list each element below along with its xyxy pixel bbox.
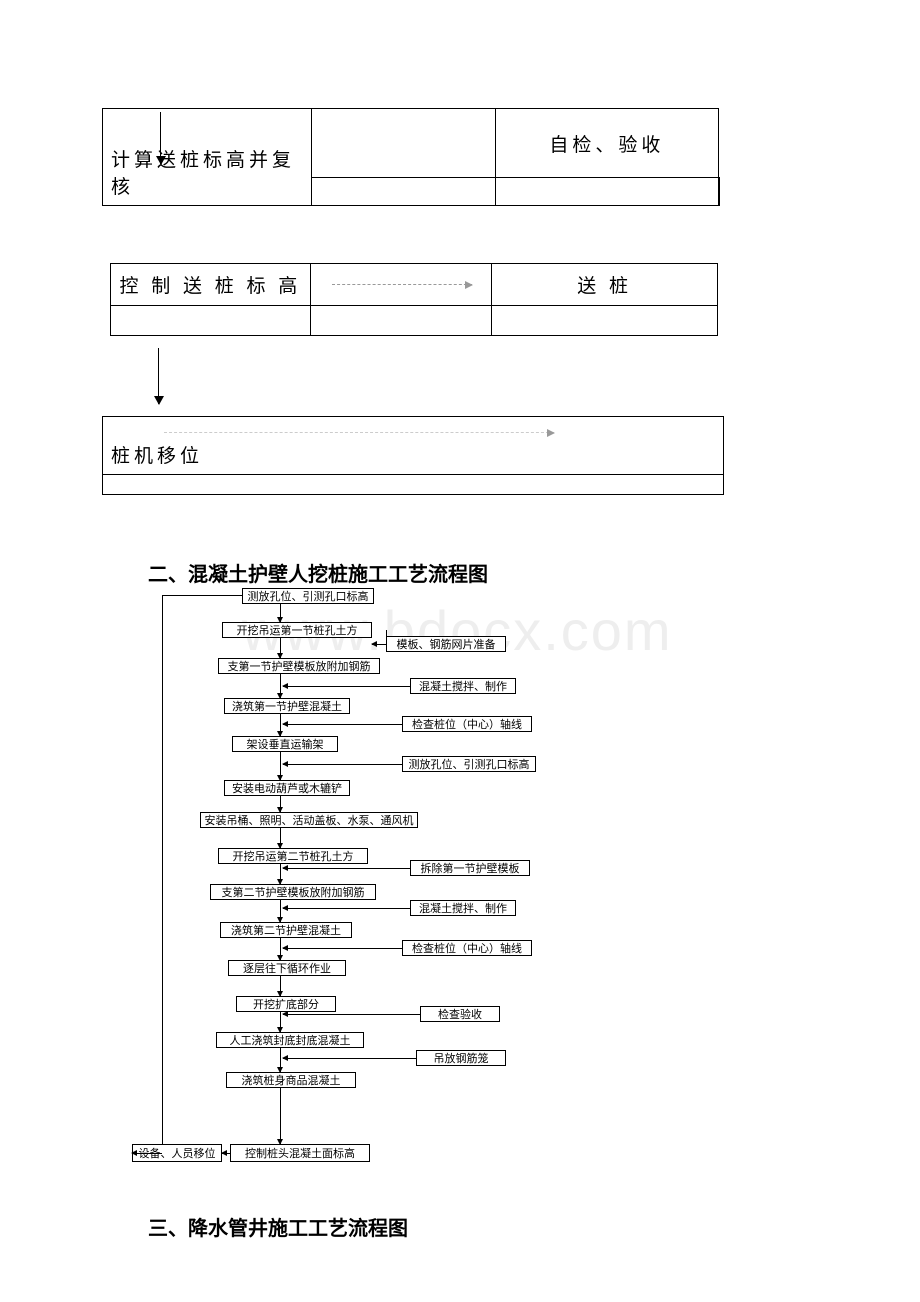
fs-a7: [283, 1014, 420, 1015]
fs-out-h: [132, 1153, 162, 1154]
table3-cell-move: 桩机移位: [111, 446, 203, 467]
table1-cell-check: 自检、验收: [549, 135, 664, 156]
table2-r2c3: [492, 306, 718, 336]
flow-main-7: 开挖吊运第二节桩孔土方: [218, 848, 368, 864]
fa-m11: [280, 1012, 281, 1032]
table1-cell-calc: 计算送桩标高并复核: [111, 150, 295, 198]
flow-left-top: [162, 595, 242, 596]
heading-3: 三、降水管井施工工艺流程图: [148, 1212, 408, 1241]
fa-m0: [280, 604, 281, 622]
flow-side-0: 模板、钢筋网片准备: [386, 636, 506, 652]
flow-main-14: 控制桩头混凝土面标高: [230, 1144, 370, 1162]
h-arrow-1: [332, 284, 472, 285]
flow-side-1: 混凝土搅拌、制作: [410, 678, 516, 694]
flow-main-4: 架设垂直运输架: [232, 736, 338, 752]
flow-main-12: 人工浇筑封底封底混凝土: [216, 1032, 364, 1048]
fs-a0: [372, 644, 386, 645]
flow-main-1: 开挖吊运第一节桩孔土方: [222, 622, 372, 638]
table-3: 桩机移位: [102, 416, 724, 495]
flow-main-11: 开挖扩底部分: [236, 996, 336, 1012]
flow-main-9: 浇筑第二节护壁混凝土: [220, 922, 352, 938]
flow-main-2: 支第一节护壁模板放附加钢筋: [218, 658, 380, 674]
flow-main-0: 测放孔位、引测孔口标高: [242, 588, 374, 604]
flow-side-5: 混凝土搅拌、制作: [410, 900, 516, 916]
fa-m12: [280, 1048, 281, 1072]
flowchart: 测放孔位、引测孔口标高 开挖吊运第一节桩孔土方 支第一节护壁模板放附加钢筋 浇筑…: [150, 588, 770, 1168]
flow-main-6: 安装吊桶、照明、活动盖板、水泵、通风机: [200, 812, 418, 828]
heading-2: 二、混凝土护壁人挖桩施工工艺流程图: [148, 558, 488, 587]
flow-side-4: 拆除第一节护壁模板: [410, 860, 530, 876]
fs-v0: [386, 630, 387, 636]
arrow-down-2: [158, 348, 159, 404]
fs-a4: [283, 868, 410, 869]
flow-side-2: 检查桩位（中心）轴线: [402, 716, 532, 732]
flow-side-8: 吊放钢筋笼: [416, 1050, 506, 1066]
fa-m9: [280, 938, 281, 960]
fs-out: [222, 1153, 230, 1154]
flow-left-rail: [162, 595, 163, 1153]
flow-main-8: 支第二节护壁模板放附加钢筋: [210, 884, 376, 900]
fa-m6: [280, 828, 281, 848]
fa-m7: [280, 864, 281, 884]
table1-cell-empty-mid: [312, 109, 495, 178]
table1-r2c1: [312, 178, 495, 206]
flow-side-7: 检查验收: [420, 1006, 500, 1022]
fa-m10: [280, 976, 281, 996]
fs-a3: [283, 764, 402, 765]
fs-a6: [283, 948, 402, 949]
fa-m5: [280, 796, 281, 812]
fs-a8: [283, 1058, 416, 1059]
flow-main-3: 浇筑第一节护壁混凝土: [224, 698, 350, 714]
table1-r2c3: [719, 178, 720, 206]
fa-m13: [280, 1088, 281, 1144]
table1-r2c2: [495, 178, 718, 206]
fa-m4: [280, 752, 281, 780]
table2-r2c1: [111, 306, 311, 336]
table-2: 控 制 送 桩 标 高 送 桩: [110, 263, 718, 336]
flow-side-6: 检查桩位（中心）轴线: [402, 940, 532, 956]
fa-m3: [280, 714, 281, 736]
fs-a2: [283, 724, 402, 725]
table-1: 计算送桩标高并复核 自检、验收: [102, 108, 720, 206]
fs-a1: [283, 686, 410, 687]
fa-m2: [280, 674, 281, 698]
arrow-down-1: [160, 112, 161, 164]
flow-main-10: 逐层往下循环作业: [228, 960, 346, 976]
table3-r2: [103, 475, 724, 495]
flow-main-5: 安装电动葫芦或木辘铲: [224, 780, 350, 796]
table2-cell-send: 送 桩: [577, 276, 632, 297]
fs-a5: [283, 908, 410, 909]
flow-main-13: 浇筑桩身商品混凝土: [226, 1072, 356, 1088]
table2-r2c2: [310, 306, 492, 336]
fa-m8: [280, 900, 281, 922]
flow-side-3: 测放孔位、引测孔口标高: [402, 756, 536, 772]
fa-m1: [280, 638, 281, 658]
table2-cell-control: 控 制 送 桩 标 高: [119, 276, 301, 297]
